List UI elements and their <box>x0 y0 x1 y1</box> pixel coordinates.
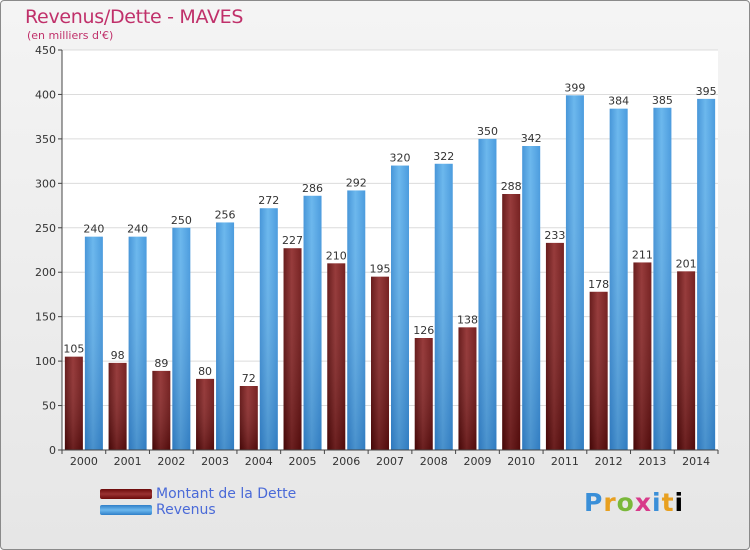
x-tick-label: 2010 <box>507 455 535 468</box>
data-label-revenus: 350 <box>477 125 498 138</box>
data-label-dette: 211 <box>632 248 653 261</box>
data-label-dette: 201 <box>676 257 697 270</box>
bar-revenus-shade <box>697 98 716 450</box>
bar-dette-shade <box>545 242 564 450</box>
bar-dette-shade <box>677 271 696 450</box>
y-tick-label: 0 <box>49 444 56 457</box>
chart-subtitle: (en milliers d'€) <box>27 29 114 42</box>
bar-revenus-shade <box>128 236 147 450</box>
bar-revenus-shade <box>259 208 278 450</box>
legend-label-revenus: Revenus <box>156 502 216 518</box>
data-label-dette: 138 <box>457 313 478 326</box>
bar-dette-shade <box>196 378 215 450</box>
x-tick-label: 2005 <box>289 455 317 468</box>
y-tick-label: 300 <box>35 177 56 190</box>
data-label-revenus: 399 <box>564 81 585 94</box>
data-label-dette: 126 <box>413 324 434 337</box>
bar-dette-shade <box>239 386 258 450</box>
bar-revenus-shade <box>434 163 453 450</box>
x-tick-label: 2001 <box>114 455 142 468</box>
x-tick-label: 2009 <box>463 455 491 468</box>
x-tick-label: 2007 <box>376 455 404 468</box>
bar-dette-shade <box>152 370 171 450</box>
data-label-revenus: 256 <box>215 208 236 221</box>
data-label-dette: 105 <box>63 343 84 356</box>
data-label-revenus: 384 <box>608 95 629 108</box>
x-tick-label: 2013 <box>638 455 666 468</box>
x-tick-label: 2008 <box>420 455 448 468</box>
bar-revenus-shade <box>347 190 366 450</box>
bar-revenus-shade <box>522 146 541 450</box>
x-tick-label: 2011 <box>551 455 579 468</box>
data-label-revenus: 292 <box>346 176 367 189</box>
data-label-dette: 210 <box>326 249 347 262</box>
bar-revenus-shade <box>653 107 672 451</box>
data-label-dette: 89 <box>154 357 168 370</box>
x-tick-label: 2004 <box>245 455 273 468</box>
bar-dette-shade <box>589 291 608 450</box>
bar-dette-shade <box>414 338 433 450</box>
data-label-revenus: 272 <box>258 194 279 207</box>
bar-dette-shade <box>327 263 346 450</box>
data-label-revenus: 250 <box>171 214 192 227</box>
data-label-revenus: 322 <box>433 150 454 163</box>
legend-item-revenus: Revenus <box>100 502 296 518</box>
y-tick-label: 50 <box>42 400 56 413</box>
x-tick-label: 2006 <box>332 455 360 468</box>
data-label-dette: 72 <box>242 372 256 385</box>
legend-swatch-dette <box>100 489 152 499</box>
data-label-dette: 80 <box>198 365 212 378</box>
data-label-revenus: 286 <box>302 182 323 195</box>
data-label-dette: 288 <box>501 180 522 193</box>
y-tick-label: 350 <box>35 133 56 146</box>
data-label-dette: 227 <box>282 234 303 247</box>
plot-area <box>62 50 718 450</box>
bar-revenus-shade <box>172 227 191 450</box>
legend-item-dette: Montant de la Dette <box>100 486 296 502</box>
y-tick-label: 450 <box>35 44 56 57</box>
bar-dette-shade <box>108 362 127 450</box>
bar-dette-shade <box>502 194 521 450</box>
bar-dette-shade <box>371 276 389 450</box>
data-label-dette: 233 <box>544 229 565 242</box>
bar-revenus-shade <box>216 222 235 450</box>
bar-revenus-shade <box>478 138 497 450</box>
bar-revenus-shade <box>609 108 628 451</box>
bar-dette-shade <box>64 356 83 450</box>
legend-swatch-revenus <box>100 505 152 515</box>
data-label-revenus: 240 <box>127 223 148 236</box>
x-tick-label: 2012 <box>595 455 623 468</box>
y-tick-label: 200 <box>35 266 56 279</box>
proxiti-logo: Proxiti <box>584 488 685 517</box>
x-tick-label: 2000 <box>70 455 98 468</box>
data-label-dette: 98 <box>111 349 125 362</box>
bar-revenus-shade <box>84 236 103 450</box>
legend: Montant de la Dette Revenus <box>100 486 296 518</box>
data-label-revenus: 342 <box>521 132 542 145</box>
data-label-revenus: 385 <box>652 94 673 107</box>
bar-revenus-shade <box>303 195 322 450</box>
y-tick-label: 250 <box>35 222 56 235</box>
x-tick-label: 2003 <box>201 455 229 468</box>
bar-dette-shade <box>458 327 477 450</box>
data-label-revenus: 395 <box>696 85 717 98</box>
data-label-revenus: 320 <box>390 152 411 165</box>
x-tick-label: 2002 <box>157 455 185 468</box>
legend-label-dette: Montant de la Dette <box>156 486 297 502</box>
data-label-dette: 178 <box>588 278 609 291</box>
chart-title: Revenus/Dette - MAVES <box>25 6 244 28</box>
bar-revenus-shade <box>565 95 584 450</box>
y-tick-label: 400 <box>35 88 56 101</box>
y-tick-label: 150 <box>35 311 56 324</box>
x-tick-label: 2014 <box>682 455 710 468</box>
bar-revenus-shade <box>391 165 409 451</box>
bar-dette-shade <box>283 248 302 450</box>
data-label-revenus: 240 <box>83 223 104 236</box>
data-label-dette: 195 <box>370 263 391 276</box>
bar-dette-shade <box>633 262 652 450</box>
y-tick-label: 100 <box>35 355 56 368</box>
